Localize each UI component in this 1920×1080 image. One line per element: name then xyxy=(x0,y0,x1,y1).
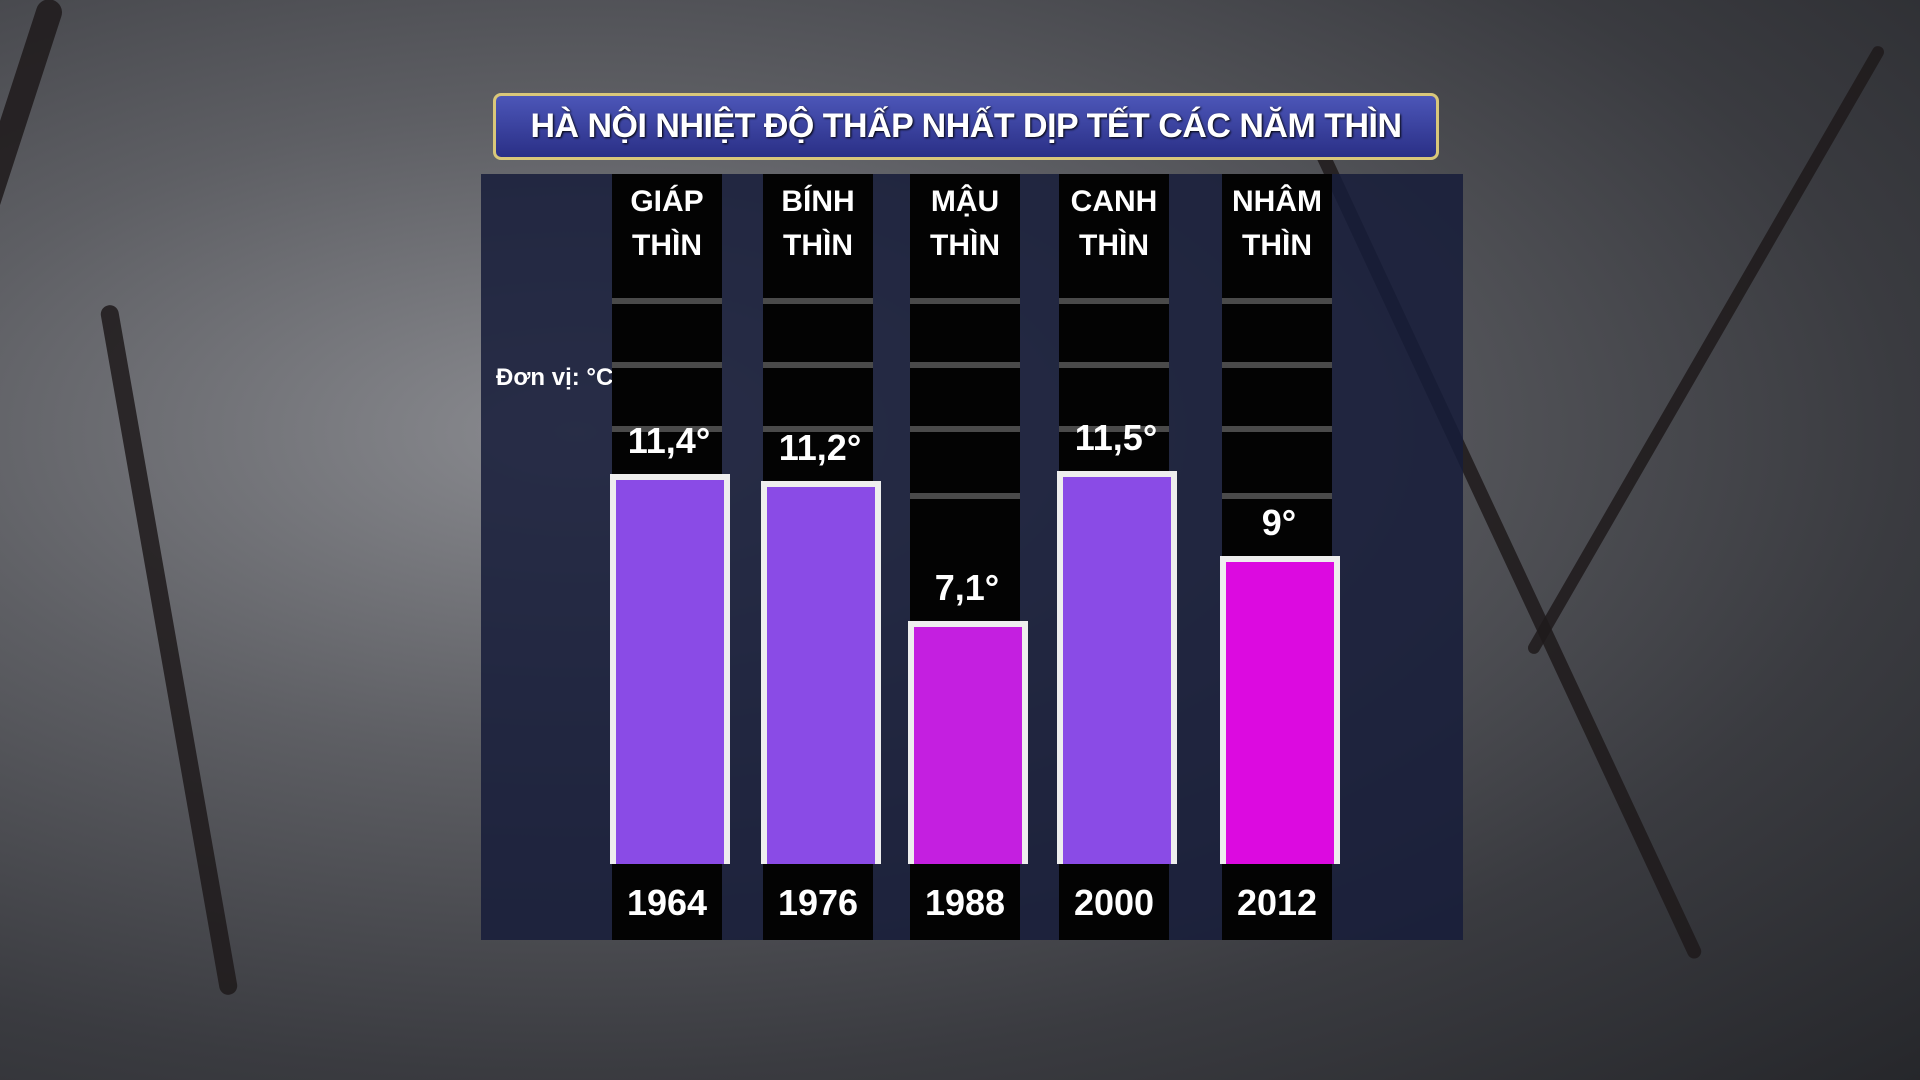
category-name-line: GIÁP xyxy=(630,185,704,218)
gridline xyxy=(1222,493,1332,499)
gridline xyxy=(612,362,722,368)
category-name-line: NHÂM xyxy=(1232,185,1322,218)
gridline xyxy=(1222,426,1332,432)
bar xyxy=(610,474,730,864)
bar xyxy=(761,481,881,864)
category-name: CANH THÌN xyxy=(1059,180,1169,268)
year-label: 1964 xyxy=(626,882,708,923)
bar xyxy=(1057,471,1177,864)
gridline xyxy=(910,426,1020,432)
year-label: 2000 xyxy=(1073,882,1155,923)
category-name-line: THÌN xyxy=(1242,229,1312,262)
bar xyxy=(1220,556,1340,864)
value-label: 9° xyxy=(1261,502,1297,544)
gridline xyxy=(1222,298,1332,304)
chart-title: HÀ NỘI NHIỆT ĐỘ THẤP NHẤT DỊP TẾT CÁC NĂ… xyxy=(493,93,1439,160)
year-label: 1988 xyxy=(924,882,1006,923)
gridline xyxy=(612,298,722,304)
category-name-line: MẬU xyxy=(930,185,1000,218)
bar xyxy=(908,621,1028,864)
unit-label: Đơn vị: °C xyxy=(496,364,614,391)
year-label: 2012 xyxy=(1236,882,1318,923)
value-label: 11,5° xyxy=(1074,417,1158,458)
category-name: BÍNH THÌN xyxy=(763,180,873,268)
gridline xyxy=(910,493,1020,499)
category-name: MẬU THÌN xyxy=(910,180,1020,268)
category-name-line: BÍNH xyxy=(781,185,855,218)
category-name-line: THÌN xyxy=(632,229,702,262)
category-name-line: THÌN xyxy=(783,229,853,262)
category-name-line: CANH xyxy=(1070,185,1158,218)
category-name-line: THÌN xyxy=(1079,229,1149,262)
gridline xyxy=(910,362,1020,368)
value-label: 11,4° xyxy=(627,420,711,462)
category-name: NHÂM THÌN xyxy=(1222,180,1332,268)
category-name: GIÁP THÌN xyxy=(612,180,722,268)
value-label: 11,2° xyxy=(778,427,862,469)
gridline xyxy=(1059,298,1169,304)
gridline xyxy=(1222,362,1332,368)
gridline xyxy=(763,298,873,304)
gridline xyxy=(910,298,1020,304)
category-name-line: THÌN xyxy=(930,229,1000,262)
gridline xyxy=(612,426,722,432)
gridline xyxy=(1059,362,1169,368)
year-label: 1976 xyxy=(777,882,859,923)
value-label: 7,1° xyxy=(934,567,1000,609)
gridline xyxy=(763,426,873,432)
gridline xyxy=(1059,426,1169,432)
gridline xyxy=(763,362,873,368)
